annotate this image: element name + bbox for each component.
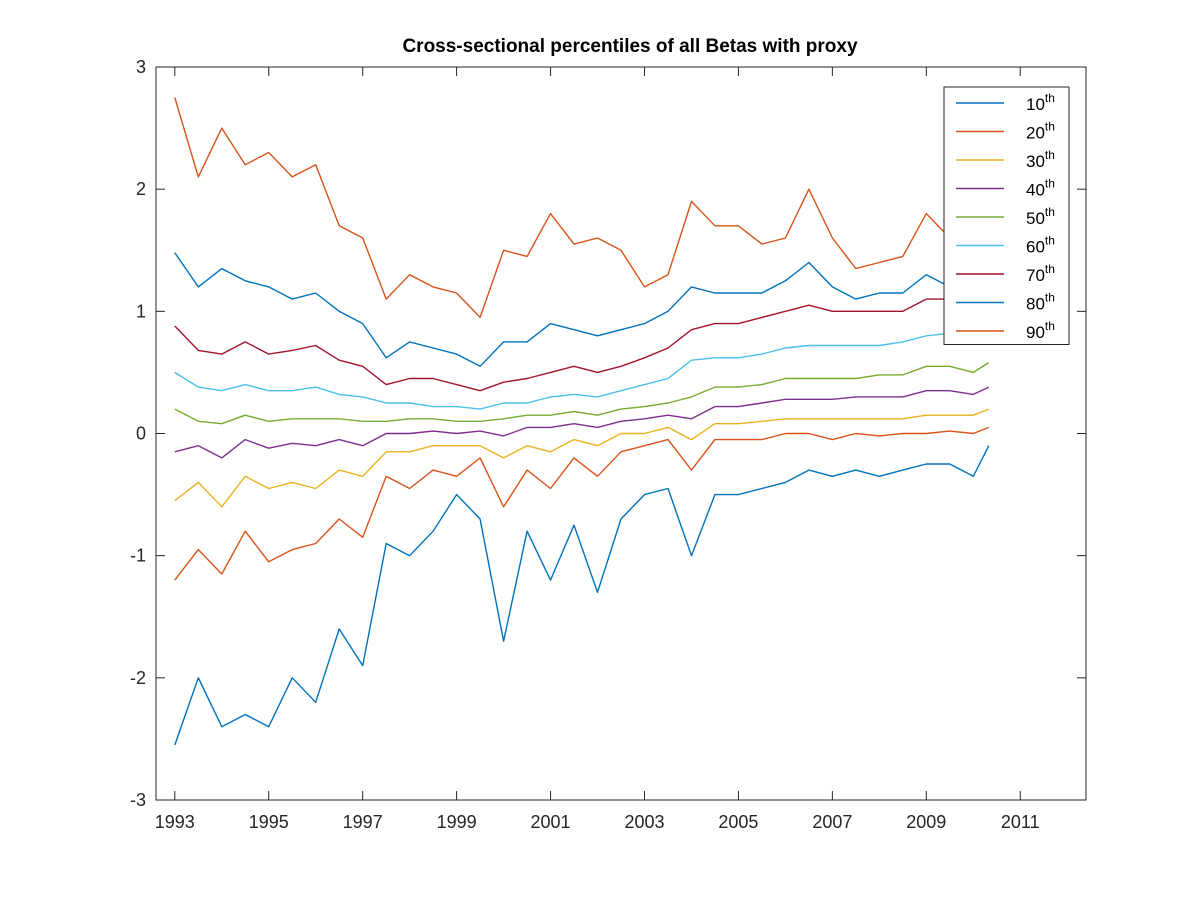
legend-label-number: 90: [1026, 323, 1045, 342]
legend-label-60th: 60th: [1026, 234, 1055, 257]
legend-label-10th: 10th: [1026, 91, 1055, 114]
series-line-10th: [174, 445, 990, 746]
legend-label-number: 70: [1026, 266, 1045, 285]
legend-label-40th: 40th: [1026, 177, 1055, 200]
legend-label-superscript: th: [1045, 319, 1055, 333]
legend-box: [943, 86, 1070, 345]
x-tick-label: 1993: [155, 812, 195, 832]
legend-label-30th: 30th: [1026, 148, 1055, 171]
y-tick-label: 2: [136, 179, 146, 199]
legend-label-number: 60: [1026, 238, 1045, 257]
x-tick-label: 1995: [249, 812, 289, 832]
legend-label-20th: 20th: [1026, 120, 1055, 143]
chart-title: Cross-sectional percentiles of all Betas…: [402, 36, 858, 57]
x-tick-label: 2011: [1001, 812, 1040, 832]
x-tick-label: 2003: [624, 812, 664, 832]
legend-label-superscript: th: [1045, 262, 1055, 276]
series-layer: [174, 97, 990, 746]
series-line-80th: [174, 252, 990, 367]
legend-label-90th: 90th: [1026, 319, 1055, 342]
series-line-40th: [174, 386, 990, 459]
axis-ticks: 1993 1995 1997 1999 2001 2003 2005 2007 2009 2011…: [130, 57, 1086, 832]
legend-label-number: 80: [1026, 295, 1045, 314]
x-tick-label: 1997: [343, 812, 383, 832]
y-tick-label: 3: [136, 57, 146, 77]
legend-label-superscript: th: [1045, 291, 1055, 305]
legend-label-number: 20: [1026, 124, 1045, 143]
legend-label-80th: 80th: [1026, 291, 1055, 314]
legend-label-superscript: th: [1045, 148, 1055, 162]
x-tick-label: 2007: [812, 812, 852, 832]
y-tick-label: -2: [130, 668, 146, 688]
series-line-70th: [174, 292, 990, 392]
series-line-20th: [174, 426, 990, 581]
y-tick-label: 1: [136, 301, 146, 321]
legend-label-superscript: th: [1045, 205, 1055, 219]
series-line-30th: [174, 408, 990, 508]
legend-label-70th: 70th: [1026, 262, 1055, 285]
legend-label-superscript: th: [1045, 177, 1055, 191]
legend-label-number: 50: [1026, 209, 1045, 228]
legend-label-superscript: th: [1045, 91, 1055, 105]
y-tick-label: -1: [130, 546, 146, 566]
legend-label-number: 10: [1026, 95, 1045, 114]
y-tick-label: 0: [136, 424, 146, 444]
x-tick-label: 2005: [718, 812, 758, 832]
series-line-50th: [174, 362, 990, 425]
legend-label-superscript: th: [1045, 120, 1055, 134]
series-line-90th: [174, 97, 990, 319]
legend-label-number: 40: [1026, 181, 1045, 200]
legend-label-superscript: th: [1045, 234, 1055, 248]
x-tick-label: 2009: [906, 812, 946, 832]
legend-label-50th: 50th: [1026, 205, 1055, 228]
x-tick-label: 2001: [531, 812, 571, 832]
legend-label-number: 30: [1026, 152, 1045, 171]
y-tick-label: -3: [130, 790, 146, 810]
x-tick-label: 1999: [437, 812, 477, 832]
series-line-60th: [174, 329, 990, 410]
